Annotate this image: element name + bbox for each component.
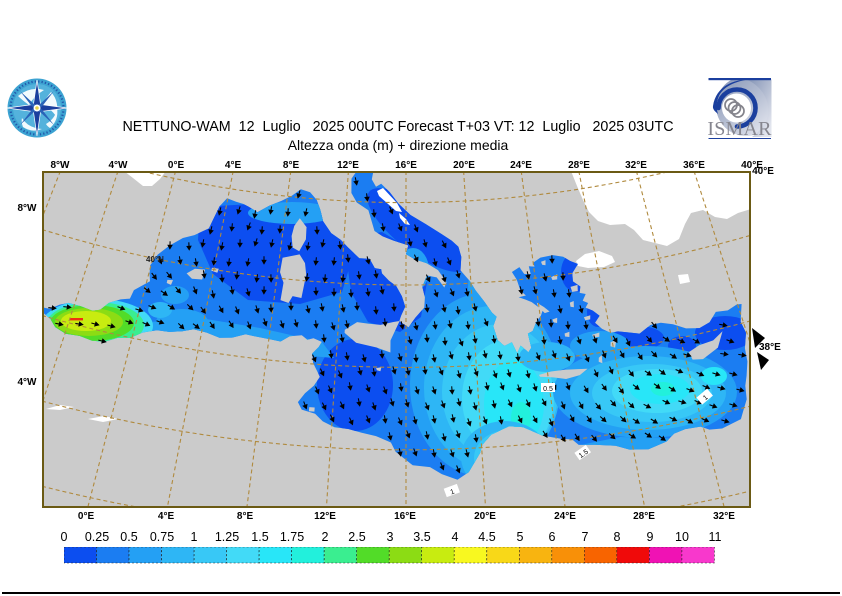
svg-text:0.5: 0.5 [543, 386, 553, 393]
svg-text:40°N: 40°N [146, 255, 164, 264]
svg-text:1: 1 [702, 394, 710, 402]
svg-text:1.5: 1.5 [578, 449, 590, 460]
svg-text:38°E: 38°E [759, 342, 781, 353]
svg-text:1: 1 [449, 488, 455, 496]
svg-text:ISMAR: ISMAR [708, 118, 772, 140]
